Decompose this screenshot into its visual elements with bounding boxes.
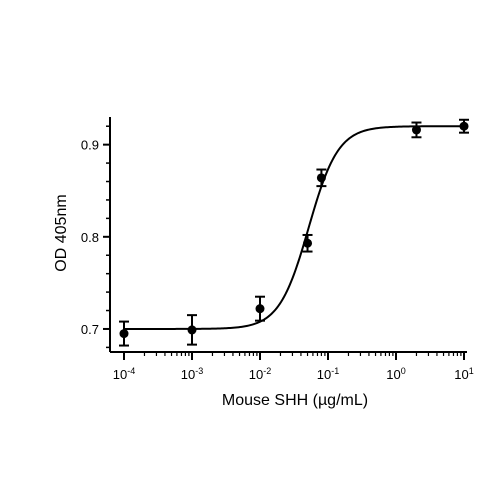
y-tick-label: 0.8 xyxy=(81,230,99,245)
x-tick-label: 101 xyxy=(454,366,473,382)
data-point xyxy=(411,121,422,139)
y-axis-title: OD 405nm xyxy=(53,194,70,271)
fit-curve-layer xyxy=(124,125,464,330)
data-marker xyxy=(119,329,129,339)
y-tick-label: 0.7 xyxy=(81,322,99,337)
data-marker xyxy=(303,238,313,248)
data-marker xyxy=(255,304,265,314)
data-marker xyxy=(316,173,326,183)
x-tick-label: 10-1 xyxy=(317,366,339,382)
x-tick-label: 100 xyxy=(386,366,405,382)
x-tick-label: 10-2 xyxy=(249,366,271,382)
data-point xyxy=(316,168,327,188)
data-point xyxy=(187,314,197,346)
data-points-layer xyxy=(119,118,469,347)
axes xyxy=(103,117,467,360)
data-point xyxy=(255,295,265,322)
data-point xyxy=(302,233,313,253)
x-axis-title: Mouse SHH (µg/mL) xyxy=(222,392,368,409)
y-tick-label: 0.9 xyxy=(81,138,99,153)
data-marker xyxy=(187,325,197,335)
x-tick-label: 10-4 xyxy=(113,366,135,382)
data-marker xyxy=(459,121,469,131)
data-marker xyxy=(411,125,421,135)
data-point xyxy=(119,320,129,347)
data-point xyxy=(459,118,469,134)
tick-labels-layer: 0.7 0.8 0.9 10-4 10-3 10-2 10-1 100 101 xyxy=(81,138,474,382)
x-tick-label: 10-3 xyxy=(181,366,203,382)
fit-curve xyxy=(124,125,464,330)
